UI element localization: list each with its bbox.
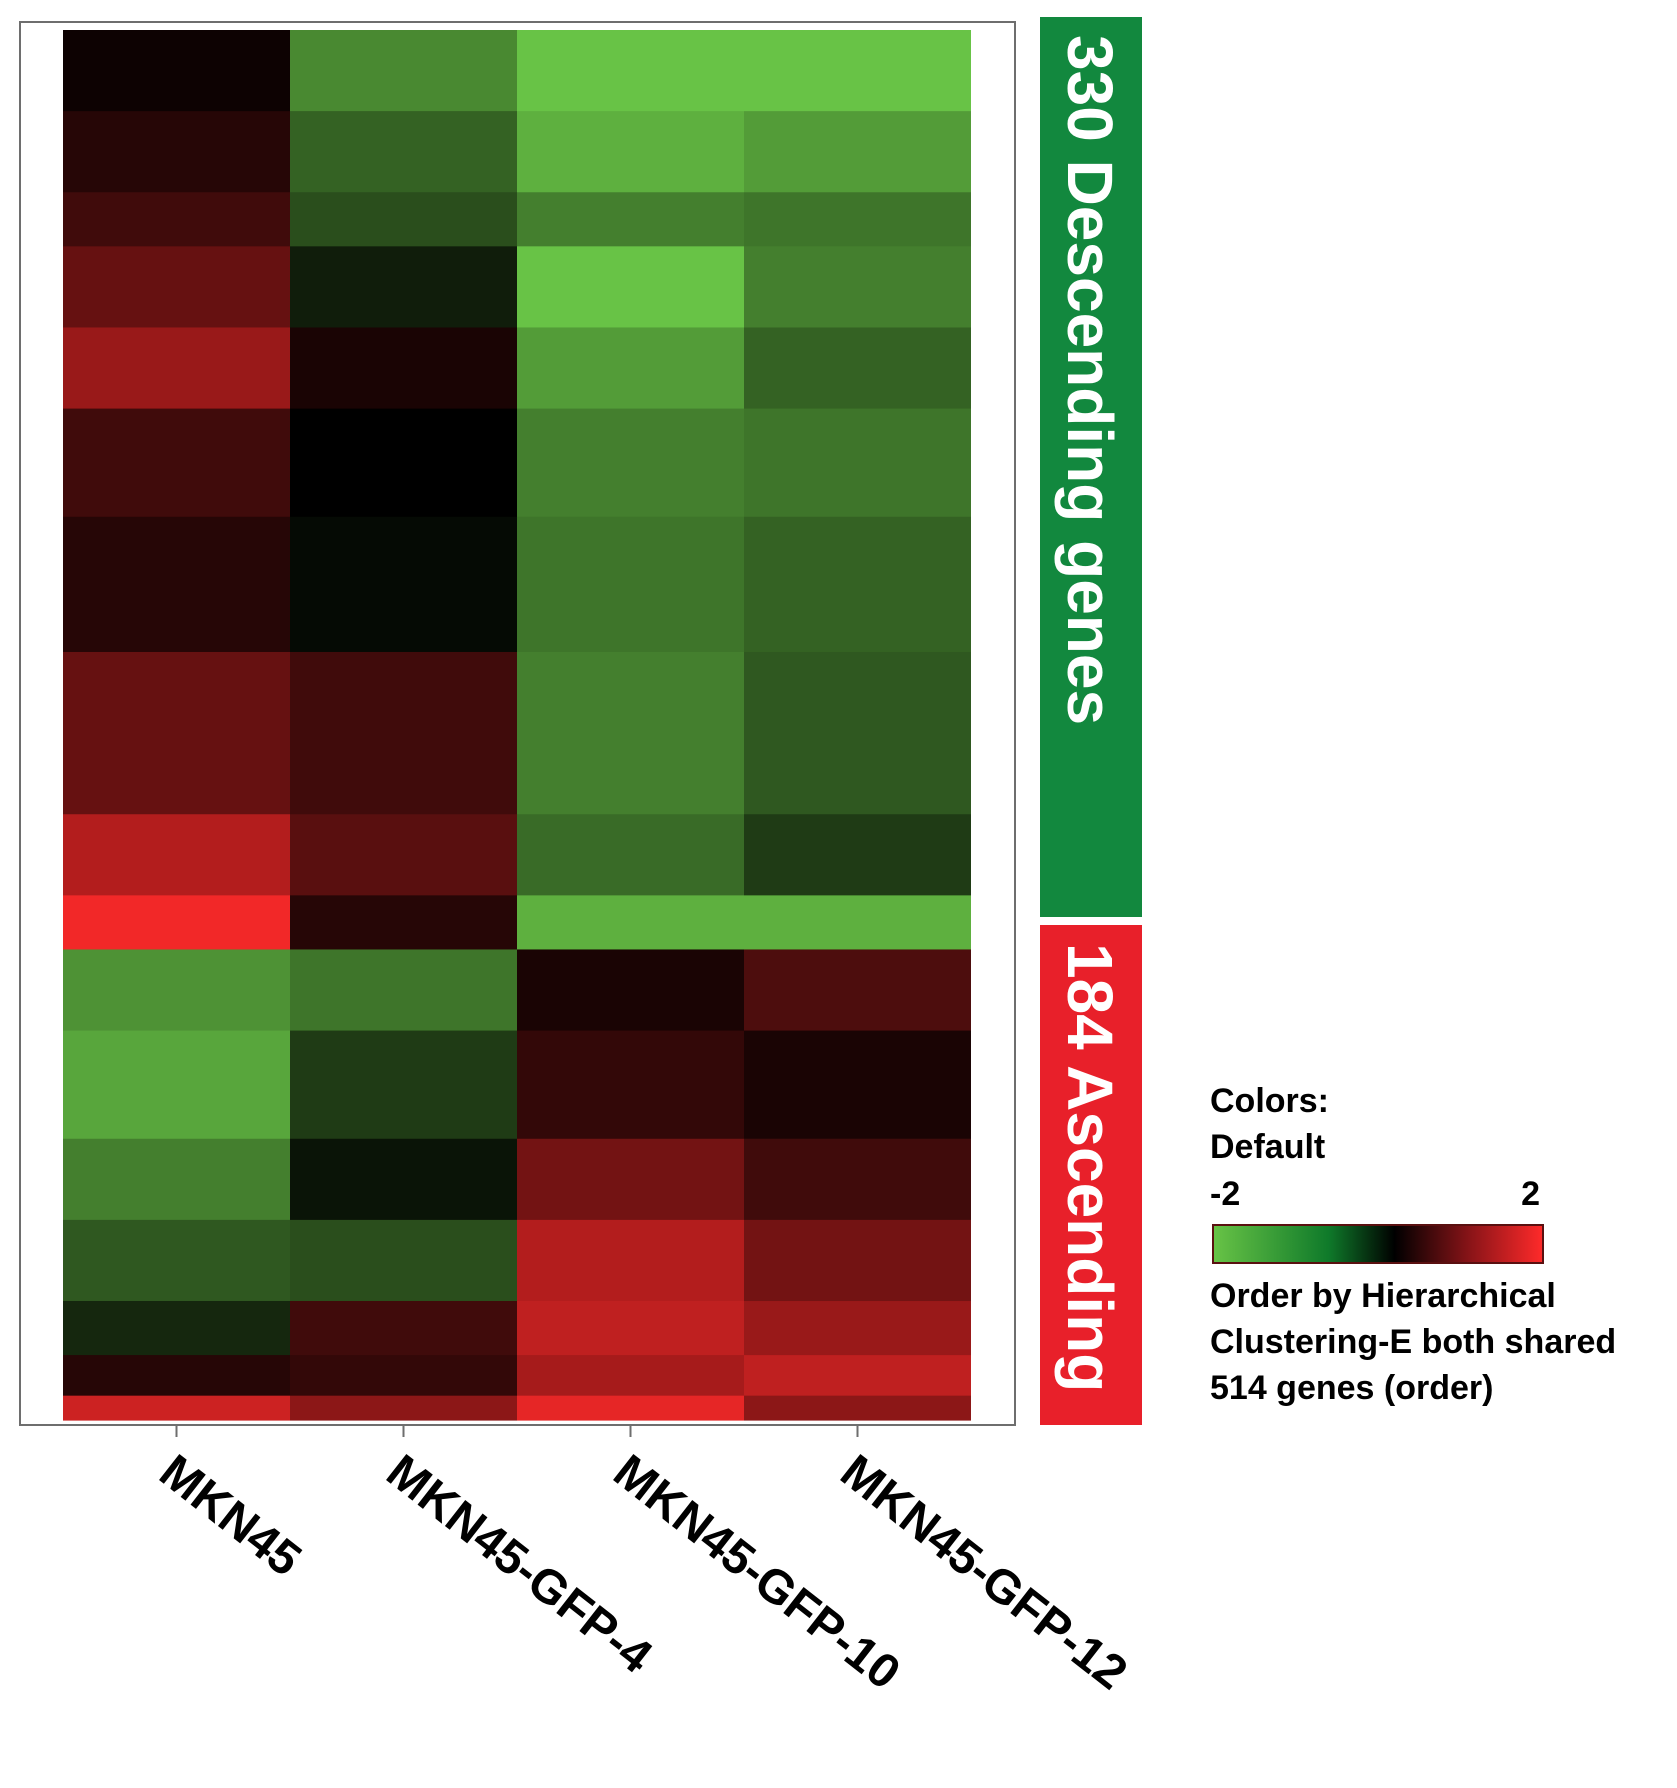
heatmap-cell — [744, 1138, 971, 1221]
heatmap-cell — [63, 1355, 290, 1397]
heatmap-cell — [290, 1030, 517, 1140]
heatmap-cell — [517, 30, 744, 112]
heatmap-cell — [63, 1301, 290, 1356]
legend-note-line-1: Order by Hierarchical — [1210, 1277, 1556, 1315]
group-band-label: 184 Ascending — [1054, 943, 1126, 1392]
heatmap-cell — [290, 327, 517, 410]
heatmap-cell — [517, 246, 744, 329]
heatmap-cell — [744, 111, 971, 193]
heatmap-cells — [63, 30, 971, 1421]
heatmap-cell — [517, 516, 744, 653]
heatmap-cell — [517, 192, 744, 247]
heatmap-cell — [517, 1030, 744, 1140]
heatmap-cell — [744, 651, 971, 815]
heatmap-cell — [290, 1219, 517, 1302]
heatmap-cell — [744, 949, 971, 1032]
heatmap-cell — [517, 1301, 744, 1356]
heatmap-cell — [744, 895, 971, 951]
heatmap-cell — [744, 327, 971, 410]
heatmap-cell — [290, 246, 517, 329]
heatmap-cell — [744, 246, 971, 329]
heatmap-cell — [517, 1219, 744, 1302]
legend-title: Colors: — [1210, 1082, 1329, 1120]
heatmap-cell — [290, 651, 517, 815]
heatmap-cell — [290, 192, 517, 247]
heatmap-cell — [517, 949, 744, 1032]
heatmap-cell — [63, 516, 290, 653]
heatmap-cell — [63, 111, 290, 193]
heatmap-cell — [63, 1030, 290, 1140]
group-band-label: 330 Descending genes — [1054, 35, 1126, 725]
legend-note-line-3: 514 genes (order) — [1210, 1369, 1493, 1407]
group-band — [1040, 925, 1142, 1425]
heatmap-cell — [517, 1138, 744, 1221]
x-axis-ticks — [175, 1425, 859, 1437]
heatmap-cell — [290, 30, 517, 112]
heatmap-cell — [63, 1219, 290, 1302]
legend-color-bar — [1212, 1224, 1544, 1264]
heatmap-cell — [517, 895, 744, 951]
legend-note-line-2: Clustering-E both shared — [1210, 1323, 1616, 1361]
heatmap-cell — [290, 814, 517, 896]
heatmap-cell — [517, 1355, 744, 1397]
heatmap-cell — [63, 327, 290, 410]
heatmap-cell — [744, 814, 971, 896]
legend-min-label: -2 — [1210, 1175, 1240, 1213]
heatmap-cell — [63, 949, 290, 1032]
heatmap-cell — [744, 1301, 971, 1356]
heatmap-cell — [290, 516, 517, 653]
heatmap-cell — [290, 1301, 517, 1356]
heatmap-cell — [517, 814, 744, 896]
color-legend: Colors: Default -2 2 Order by Hierarchic… — [1210, 1082, 1616, 1407]
heatmap-cell — [744, 30, 971, 112]
group-bands: 330 Descending genes 184 Ascending — [1040, 17, 1142, 1425]
heatmap-cell — [290, 1138, 517, 1221]
heatmap-cell — [290, 111, 517, 193]
heatmap-cell — [63, 651, 290, 815]
heatmap-cell — [744, 1395, 971, 1421]
heatmap-cell — [744, 1219, 971, 1302]
heatmap-cell — [744, 516, 971, 653]
heatmap-cell — [517, 111, 744, 193]
heatmap-cell — [63, 1138, 290, 1221]
group-band — [1040, 17, 1142, 917]
heatmap-cell — [744, 408, 971, 518]
heatmap-cell — [63, 814, 290, 896]
heatmap-cell — [517, 1395, 744, 1421]
heatmap-cell — [744, 1355, 971, 1397]
heatmap-cell — [63, 30, 290, 112]
heatmap-cell — [290, 949, 517, 1032]
heatmap-cell — [744, 192, 971, 247]
heatmap-cell — [744, 1030, 971, 1140]
heatmap-cell — [290, 895, 517, 951]
legend-scheme: Default — [1210, 1128, 1325, 1166]
heatmap-cell — [517, 651, 744, 815]
heatmap-cell — [63, 1395, 290, 1421]
heatmap-cell — [290, 408, 517, 518]
heatmap-cell — [63, 895, 290, 951]
heatmap-cell — [290, 1355, 517, 1397]
heatmap-cell — [63, 408, 290, 518]
heatmap-cell — [517, 408, 744, 518]
legend-max-label: 2 — [1521, 1175, 1540, 1213]
column-label: MKN45 — [150, 1445, 311, 1587]
heatmap-cell — [290, 1395, 517, 1421]
heatmap-cell — [517, 327, 744, 410]
heatmap-cell — [63, 246, 290, 329]
heatmap-cell — [63, 192, 290, 247]
